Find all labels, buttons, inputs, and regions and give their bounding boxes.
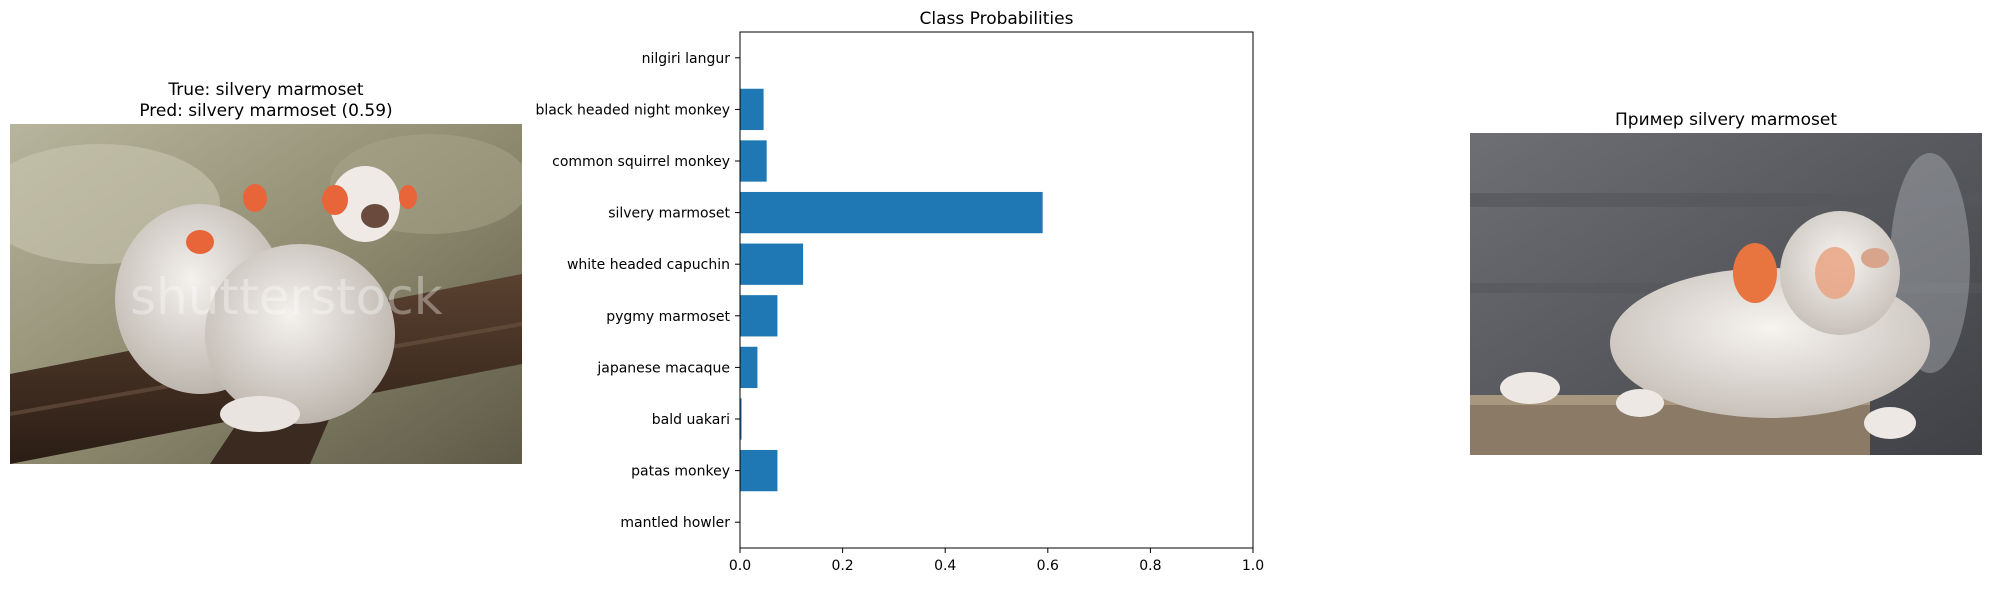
marmoset-example-image: [1470, 133, 1982, 455]
x-tick-label: 0.8: [1139, 558, 1161, 574]
x-tick-label: 0.2: [831, 558, 853, 574]
y-ticks: nilgiri langur black headed night monkey c…: [535, 51, 740, 531]
bar-silvery-marmoset: [740, 191, 1043, 234]
axes-frame: [739, 31, 1254, 549]
bars-group: [740, 88, 1043, 492]
right-photo: [1470, 133, 1982, 455]
y-tick-label: nilgiri langur: [642, 51, 731, 67]
y-tick-label: pygmy marmoset: [606, 309, 730, 325]
x-tick-label: 0.6: [1037, 558, 1059, 574]
y-tick-label: white headed capuchin: [567, 257, 730, 273]
x-tick-label: 0.4: [934, 558, 956, 574]
left-title-pred: Pred: silvery marmoset (0.59): [139, 101, 393, 121]
x-tick-label: 0.0: [729, 558, 751, 574]
y-tick-label: common squirrel monkey: [552, 154, 730, 170]
bar-bald-uakari: [740, 398, 742, 440]
bar-pygmy-marmoset: [740, 295, 778, 337]
marmosets-image: shutterstock: [10, 124, 522, 464]
y-tick-label: japanese macaque: [596, 360, 730, 376]
bar-common-squirrel-monkey: [740, 140, 767, 182]
watermark-text: shutterstock: [130, 268, 443, 326]
y-tick-label: patas monkey: [631, 464, 730, 480]
bar-japanese-macaque: [740, 346, 758, 389]
chart-title: Class Probabilities: [920, 9, 1074, 29]
bar-white-headed-capuchin: [740, 243, 804, 285]
left-title-true: True: silvery marmoset: [168, 80, 364, 100]
bar-black-headed-night-monkey: [740, 88, 764, 131]
x-tick-label: 1.0: [1242, 558, 1264, 574]
y-tick-label: silvery marmoset: [608, 206, 730, 222]
bar-patas-monkey: [740, 449, 778, 492]
y-tick-label: bald uakari: [652, 412, 730, 428]
y-tick-label: mantled howler: [620, 515, 730, 531]
right-title: Пример silvery marmoset: [1615, 110, 1837, 130]
x-ticks: 0.0 0.2 0.4 0.6 0.8 1.0: [729, 548, 1264, 574]
left-photo: shutterstock: [10, 124, 522, 464]
y-tick-label: black headed night monkey: [535, 102, 730, 118]
